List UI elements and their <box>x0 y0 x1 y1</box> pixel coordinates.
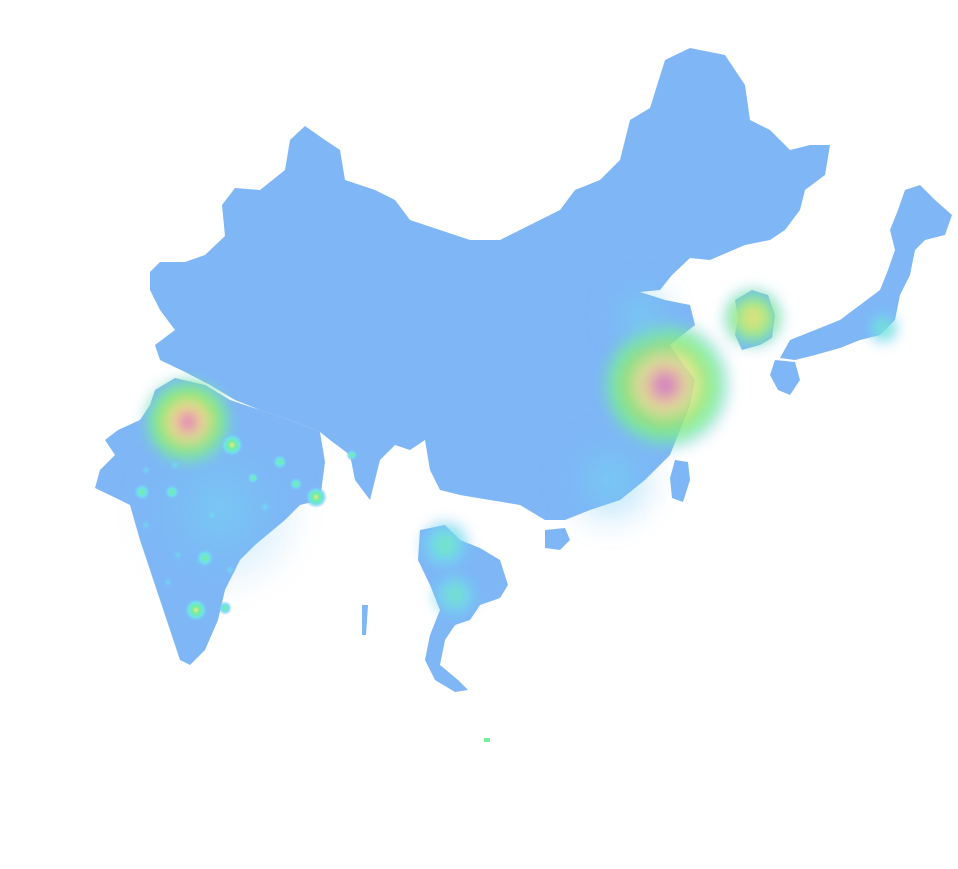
hotspot-vijayawada <box>224 564 236 576</box>
hotspot-goa <box>140 519 152 531</box>
hotspot-solapur <box>172 549 184 561</box>
hotspot-thailand-south <box>429 569 481 621</box>
country-japan[interactable] <box>780 185 952 360</box>
hotspot-ranchi <box>289 477 303 491</box>
hotspot-mumbai <box>133 483 151 501</box>
hotspot-chennai <box>218 601 232 615</box>
hotspot-patna <box>272 454 288 470</box>
hotspot-hyderabad <box>195 548 215 568</box>
hotspot-kolkata <box>305 486 327 508</box>
hotspot-guwahati <box>346 449 358 461</box>
hotspot-qingdao <box>600 275 680 355</box>
hotspot-hubli <box>162 576 174 588</box>
hotspot-surat <box>140 464 152 476</box>
hotspot-lucknow <box>220 433 244 457</box>
hotspot-bangkok <box>417 517 473 573</box>
hotspot-raipur <box>258 500 272 514</box>
hotspot-southeast-china <box>555 425 665 535</box>
island-andaman[interactable] <box>362 605 368 635</box>
hotspot-tokyo <box>865 310 901 346</box>
hotspot-pune <box>164 484 180 500</box>
hotspot-seoul <box>719 284 787 352</box>
halo-india <box>130 420 310 600</box>
hotspot-nagpur <box>205 508 219 522</box>
speck-island <box>484 738 490 742</box>
island-hainan[interactable] <box>545 528 570 550</box>
hotspot-bangalore <box>184 598 208 622</box>
hotspot-indore <box>168 458 182 472</box>
heat-layer <box>130 275 901 742</box>
country-taiwan[interactable] <box>670 460 690 502</box>
hotspot-jabalpur <box>247 472 259 484</box>
island-kyushu[interactable] <box>770 360 800 395</box>
